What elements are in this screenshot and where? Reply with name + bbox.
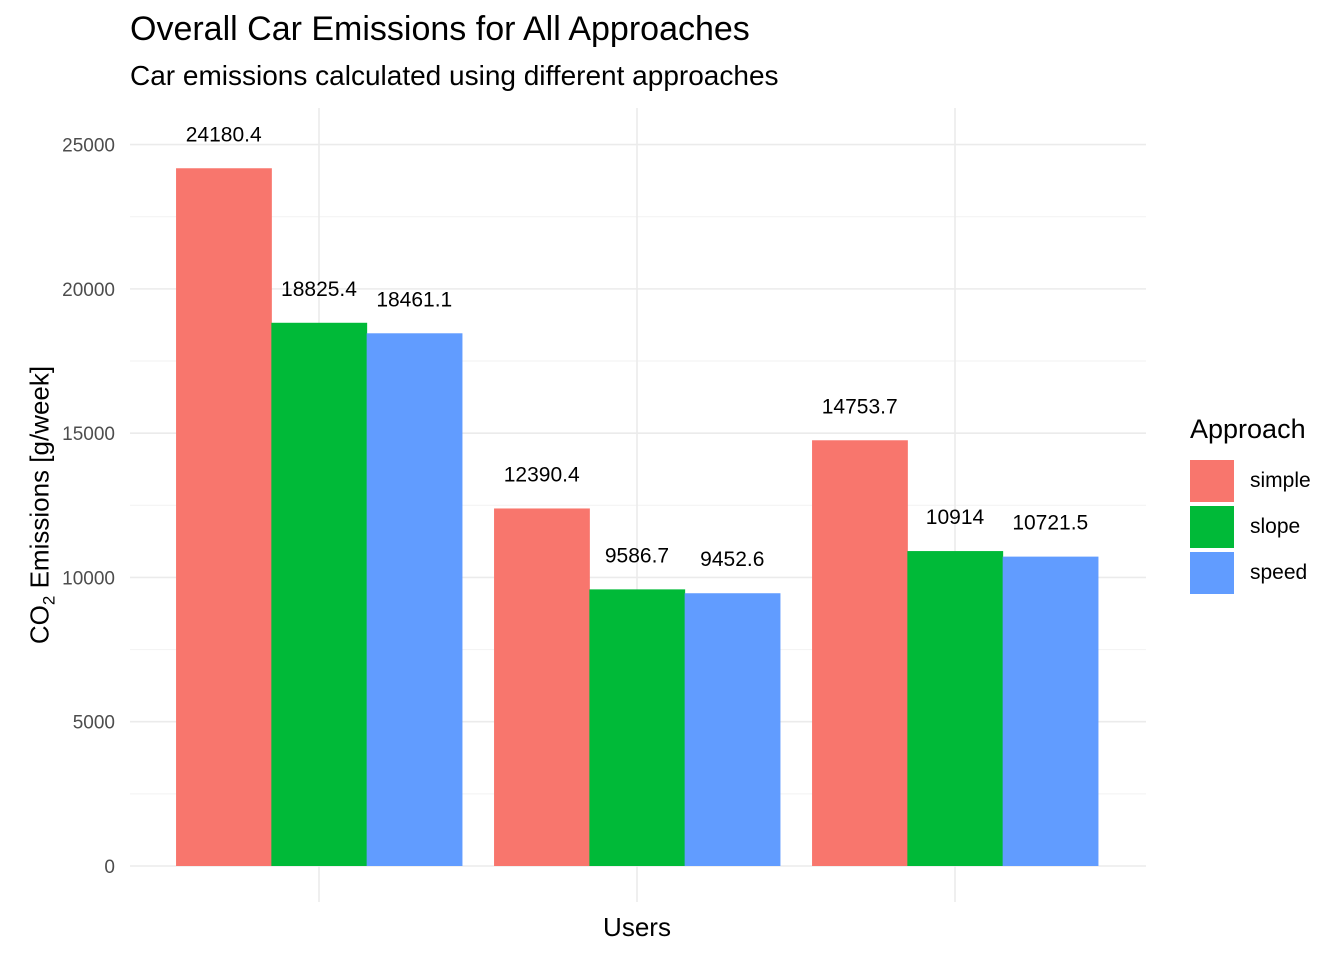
bar-speed-3 xyxy=(1002,556,1099,866)
data-label-speed-1: 18461.1 xyxy=(376,288,452,311)
data-label-slope-2: 9586.7 xyxy=(605,544,669,567)
bar-speed-1 xyxy=(366,333,463,866)
y-tick-label: 15000 xyxy=(62,424,115,445)
data-label-slope-3: 10914 xyxy=(926,506,985,529)
legend-item-slope: slope xyxy=(1190,506,1300,548)
legend-item-simple: simple xyxy=(1190,460,1311,502)
legend-label-slope: slope xyxy=(1250,515,1301,538)
data-label-simple-2: 12390.4 xyxy=(504,463,580,486)
bar-slope-3 xyxy=(907,551,1004,866)
legend-key-speed xyxy=(1190,552,1234,594)
legend-label-simple: simple xyxy=(1250,469,1311,492)
legend-key-slope xyxy=(1190,506,1234,548)
legend-label-speed: speed xyxy=(1250,561,1308,584)
bar-slope-2 xyxy=(589,589,686,866)
data-label-simple-3: 14753.7 xyxy=(822,395,898,418)
x-axis-title: Users xyxy=(603,912,671,942)
legend-key-simple xyxy=(1190,460,1234,502)
data-label-slope-1: 18825.4 xyxy=(281,278,357,301)
data-label-simple-1: 24180.4 xyxy=(186,123,262,146)
y-tick-label: 10000 xyxy=(62,568,115,589)
legend-title: Approach xyxy=(1190,414,1306,444)
data-label-speed-2: 9452.6 xyxy=(700,548,764,571)
y-tick-label: 20000 xyxy=(62,280,115,301)
chart-title: Overall Car Emissions for All Approaches xyxy=(130,10,750,48)
legend-item-speed: speed xyxy=(1190,552,1307,594)
y-tick-label: 25000 xyxy=(62,136,115,157)
bar-slope-1 xyxy=(271,322,368,866)
bar-speed-2 xyxy=(684,593,781,866)
bar-simple-1 xyxy=(176,168,272,867)
y-axis-title: CO2 Emissions [g/week] xyxy=(24,365,59,645)
bar-simple-3 xyxy=(812,440,908,866)
chart-subtitle: Car emissions calculated using different… xyxy=(130,60,779,91)
data-label-speed-3: 10721.5 xyxy=(1012,512,1088,535)
bar-simple-2 xyxy=(494,508,590,866)
y-tick-label: 0 xyxy=(104,857,115,878)
y-tick-label: 5000 xyxy=(73,713,115,734)
